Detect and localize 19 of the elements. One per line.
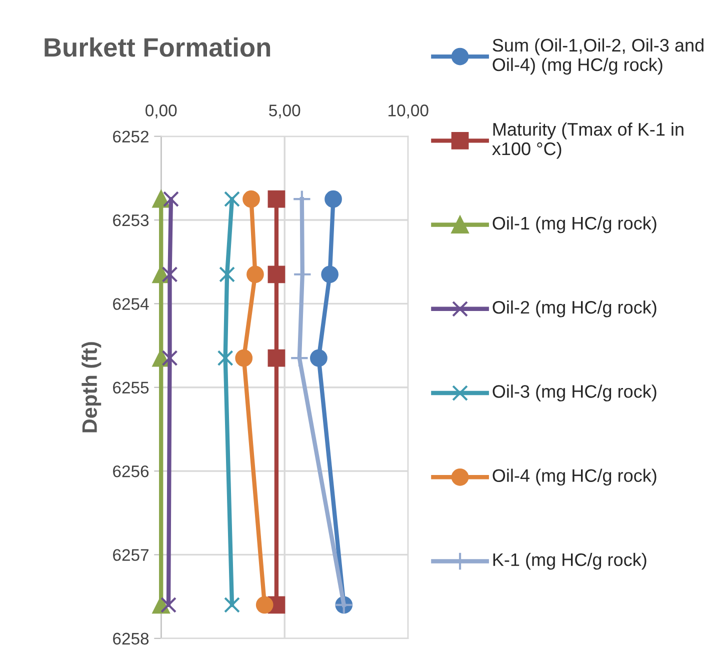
legend-label: K-1 (mg HC/g rock) xyxy=(493,552,646,570)
legend-label: Oil-2 (mg HC/g rock) xyxy=(492,300,656,318)
y-tick-label: 6254 xyxy=(113,298,149,310)
y-tick-label: 6258 xyxy=(113,632,149,645)
y-tick-label: 6257 xyxy=(113,549,148,561)
legend-label: Oil-3 (mg HC/g rock) xyxy=(492,384,656,402)
y-tick-label: 6253 xyxy=(113,214,149,226)
legend-label: Sum (Oil-1,Oil-2, Oil-3 and Oil-4) (mg HC/g rock) xyxy=(492,38,704,75)
x-tick-label: 10,00 xyxy=(388,104,428,118)
legend-label: Oil-1 (mg HC/g rock) xyxy=(492,216,656,234)
x-tick-label: 0,00 xyxy=(146,104,177,118)
y-tick-label: 6256 xyxy=(113,465,149,478)
y-tick-label: 6252 xyxy=(113,130,148,143)
chart-title: Burkett Formation xyxy=(44,37,270,57)
legend-label: Maturity (Tmax of K-1 in x100 °C) xyxy=(492,122,684,159)
legend-label: Oil-4 (mg HC/g rock) xyxy=(492,468,656,486)
y-tick-label: 6255 xyxy=(113,382,149,394)
y-axis-title: Depth (ft) xyxy=(82,342,102,432)
x-tick-label: 5,00 xyxy=(269,104,300,118)
